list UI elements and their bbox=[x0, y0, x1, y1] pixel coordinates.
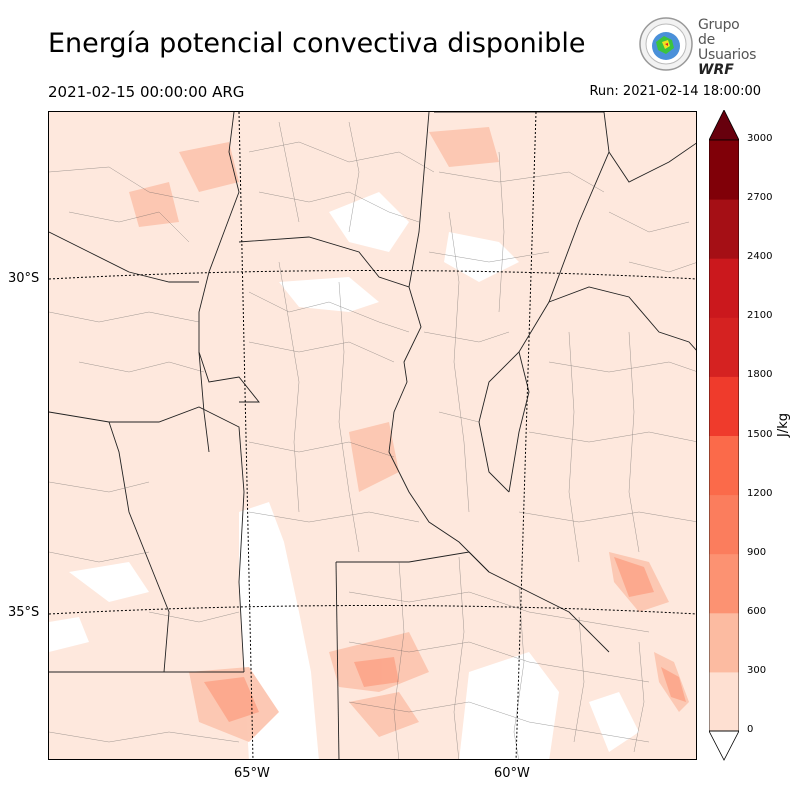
colorbar-bins bbox=[709, 140, 739, 732]
globe-seal-icon bbox=[639, 17, 693, 71]
colorbar-bin bbox=[709, 199, 739, 259]
cape-map bbox=[48, 111, 697, 760]
lat-label-30s: 30°S bbox=[8, 271, 40, 286]
map-title: Energía potencial convectiva disponible bbox=[48, 28, 586, 59]
colorbar-bin bbox=[709, 612, 739, 673]
colorbar-bin bbox=[709, 435, 739, 496]
valid-time: 2021-02-15 00:00:00 ARG bbox=[48, 83, 245, 101]
cape-high-areas bbox=[204, 557, 686, 722]
colorbar-bin bbox=[709, 140, 739, 200]
colorbar-under-arrow bbox=[709, 730, 739, 761]
colorbar-frame bbox=[709, 139, 739, 732]
logo-line-2: Usuarios bbox=[698, 47, 757, 63]
graticule-65w bbox=[238, 112, 254, 759]
colorbar-tick-label: 600 bbox=[747, 605, 767, 617]
colorbar bbox=[709, 110, 739, 761]
colorbar-tick-label: 0 bbox=[747, 724, 754, 735]
colorbar-unit: J/kg bbox=[776, 413, 791, 437]
lon-label-60w: 60°W bbox=[494, 766, 530, 781]
colorbar-tick-label: 2100 bbox=[747, 310, 773, 322]
colorbar-bin bbox=[709, 494, 739, 555]
colorbar-tick-label: 300 bbox=[747, 664, 767, 676]
graticule bbox=[49, 112, 696, 759]
colorbar-bin bbox=[709, 317, 739, 377]
lon-label-65w: 65°W bbox=[234, 766, 270, 781]
cape-low-areas bbox=[49, 192, 639, 759]
colorbar-tick-label: 900 bbox=[747, 546, 767, 558]
colorbar-tick-label: 2400 bbox=[747, 251, 773, 263]
graticule-35s bbox=[49, 605, 696, 615]
colorbar-tick-label: 2700 bbox=[747, 192, 773, 204]
province-borders bbox=[49, 112, 696, 759]
colorbar-bin bbox=[709, 258, 739, 318]
logo-line-1: Grupo de bbox=[698, 17, 740, 48]
lat-label-35s: 35°S bbox=[8, 605, 40, 620]
run-time: Run: 2021-02-14 18:00:00 bbox=[589, 84, 761, 99]
map-canvas bbox=[49, 112, 696, 759]
colorbar-tick-label: 1200 bbox=[747, 487, 773, 499]
department-borders bbox=[49, 121, 696, 759]
logo-line-3: WRF bbox=[698, 62, 734, 78]
colorbar-bin bbox=[709, 376, 739, 436]
colorbar-tick-label: 3000 bbox=[747, 133, 773, 144]
colorbar-bin bbox=[709, 553, 739, 614]
colorbar-tick-label: 1800 bbox=[747, 369, 773, 381]
colorbar-bin bbox=[709, 671, 739, 732]
graticule-60w bbox=[515, 112, 537, 759]
colorbar-over-arrow bbox=[709, 110, 739, 141]
graticule-30s bbox=[49, 270, 696, 280]
colorbar-tick-label: 1500 bbox=[747, 428, 773, 440]
wrf-logo: Grupo de Usuarios WRF bbox=[638, 16, 758, 78]
